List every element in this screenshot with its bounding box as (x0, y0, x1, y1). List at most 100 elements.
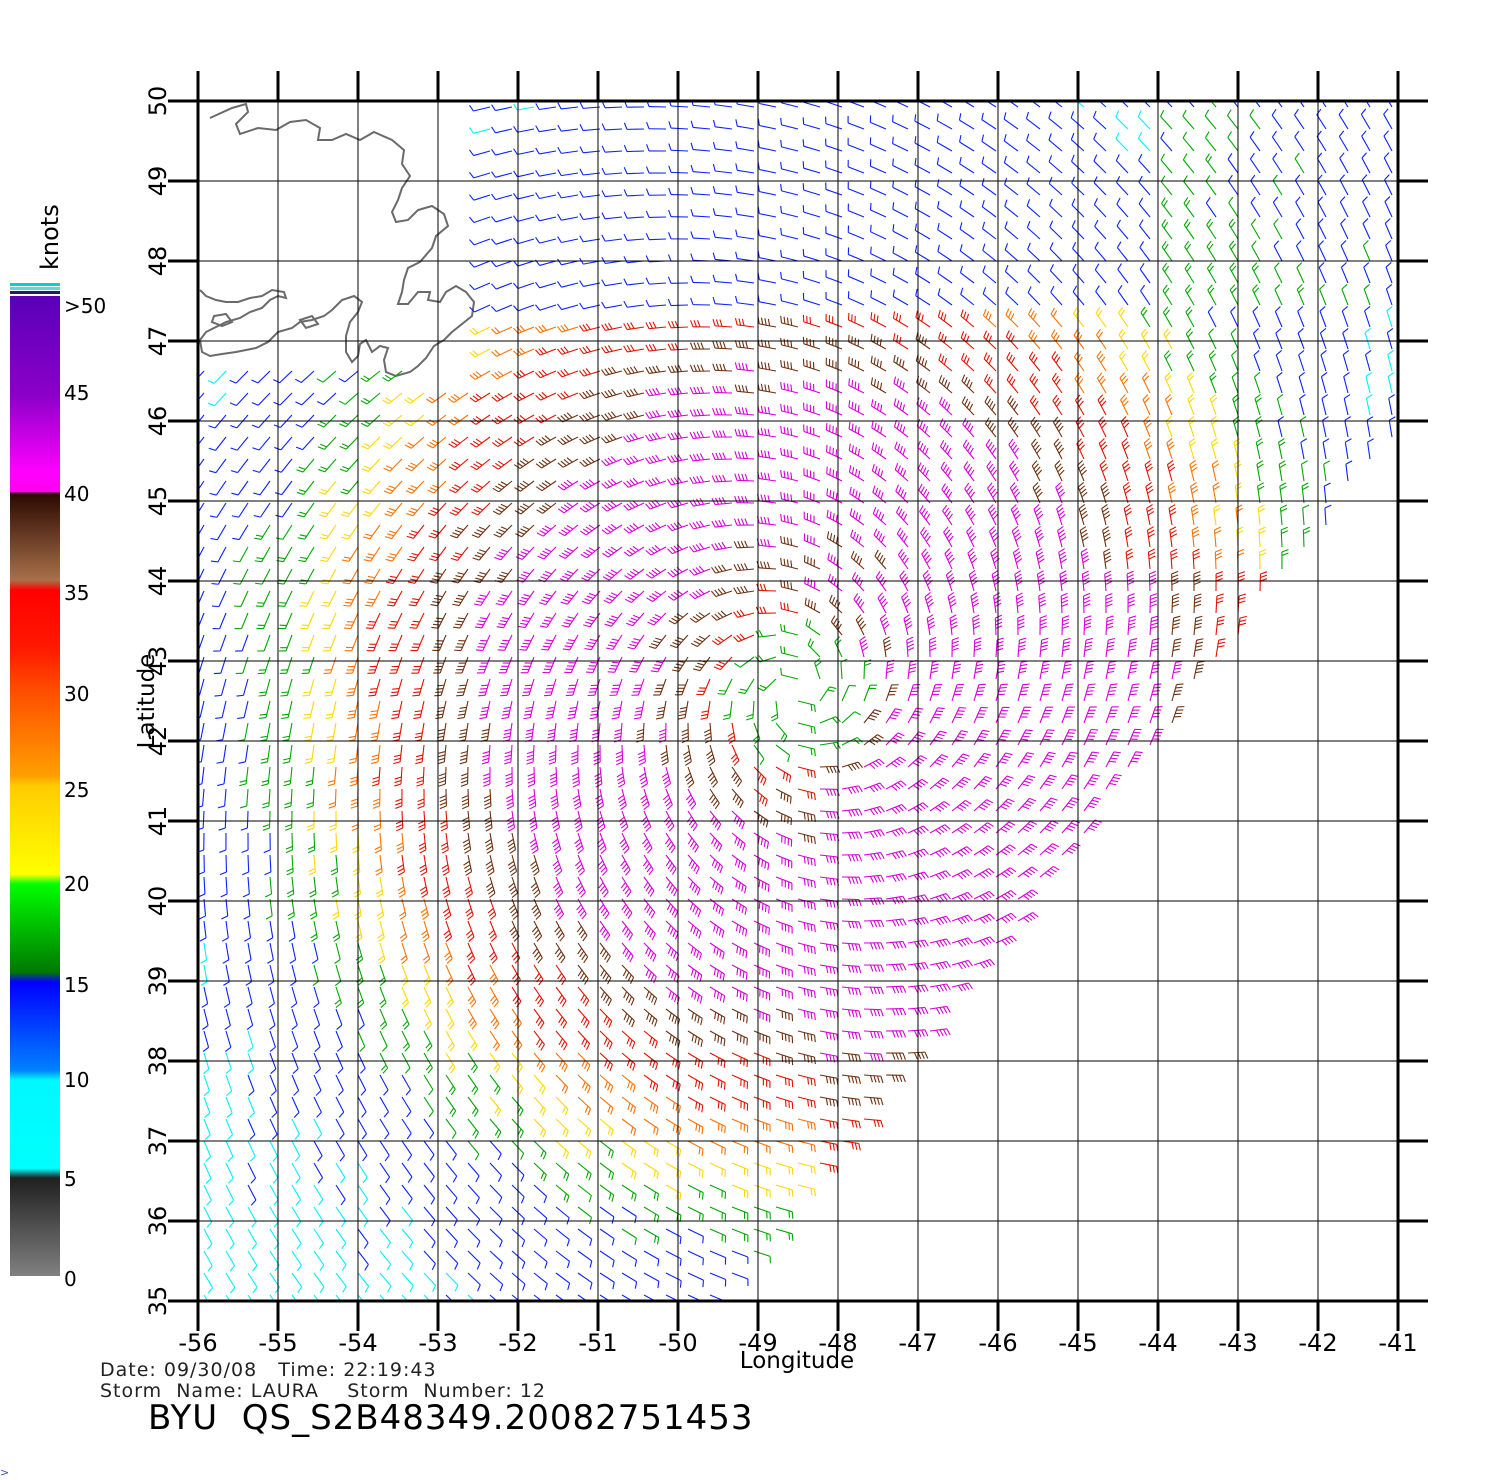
wind-barb-flag (927, 602, 934, 608)
wind-barb-flag (411, 552, 419, 556)
wind-barb-flag (929, 636, 937, 641)
wind-barb (352, 656, 359, 674)
wind-barb-flag (491, 442, 499, 447)
wind-barb-flag (539, 625, 548, 628)
wind-barb (893, 317, 909, 328)
wind-barb-flag (1036, 425, 1042, 432)
wind-barb-flag (943, 314, 947, 322)
wind-barb-flag (771, 717, 779, 722)
wind-barb (825, 320, 843, 328)
wind-barb-flag (582, 600, 589, 605)
wind-barb-flag (924, 382, 928, 390)
wind-barb-flag (721, 497, 727, 504)
wind-barb (699, 656, 711, 672)
wind-barb-flag (474, 626, 482, 629)
wind-barb (1149, 618, 1152, 636)
wind-barb-flag (698, 635, 706, 640)
wind-barb (763, 678, 777, 692)
wind-barb (239, 546, 249, 563)
wind-barb-flag (416, 783, 424, 787)
wind-barb (477, 502, 491, 516)
wind-barb-flag (678, 717, 686, 720)
wind-barb-flag (745, 385, 749, 393)
wind-barb-flag (688, 782, 695, 788)
wind-barb-flag (1171, 581, 1179, 586)
wind-barb (962, 445, 975, 460)
wind-barb (1385, 266, 1393, 284)
wind-barb (1171, 618, 1175, 636)
wind-barb (1026, 205, 1041, 218)
wind-barb (1166, 442, 1173, 460)
wind-barb-flag (413, 713, 422, 716)
wind-barb-flag (497, 370, 504, 377)
wind-barb-flag (1257, 504, 1265, 509)
wind-barb-flag (1040, 644, 1048, 648)
wind-barb-flag (1163, 243, 1169, 251)
wind-barb-flag (780, 249, 783, 257)
wind-barb-flag (609, 668, 617, 670)
wind-barb (1093, 182, 1107, 196)
wind-barb-flag (974, 637, 982, 641)
wind-barb-flag (558, 531, 565, 537)
wind-barb-flag (251, 379, 259, 384)
wind-barb (715, 524, 733, 528)
wind-barb-flag (1317, 196, 1324, 203)
wind-barb-flag (605, 647, 614, 650)
wind-barb-flag (1386, 284, 1393, 290)
colorbar-label: 5 (64, 1167, 77, 1191)
wind-barb (495, 260, 513, 268)
wind-barb-flag (410, 485, 418, 489)
wind-barb-flag (430, 604, 438, 607)
wind-barb (1164, 377, 1173, 394)
wind-barb (984, 380, 997, 394)
wind-barb-flag (723, 713, 731, 717)
wind-barb-flag (384, 536, 392, 540)
wind-barb (819, 741, 837, 746)
wind-barb (853, 598, 865, 614)
wind-barb-flag (1015, 535, 1022, 542)
wind-barb (715, 236, 733, 240)
wind-barb-flag (813, 771, 816, 779)
wind-barb (1273, 267, 1283, 284)
wind-barb-flag (921, 314, 924, 322)
wind-barb-flag (1318, 262, 1325, 268)
wind-barb-flag (623, 189, 628, 197)
wind-barb (510, 744, 513, 762)
wind-barb (222, 722, 227, 740)
wind-barb (525, 634, 535, 651)
wind-barb (670, 105, 689, 108)
wind-barb (463, 700, 469, 718)
wind-barb-flag (1281, 530, 1288, 535)
wind-barb-flag (1137, 132, 1143, 139)
wind-barb-flag (667, 456, 672, 463)
wind-barb-flag (883, 636, 890, 641)
wind-barb (1320, 376, 1327, 394)
wind-barb-flag (1191, 526, 1199, 531)
wind-barb-flag (515, 533, 522, 538)
wind-barb (436, 590, 447, 606)
wind-barb-flag (1280, 485, 1287, 491)
wind-barb-flag (560, 370, 566, 377)
wind-barb-flag (560, 347, 566, 354)
wind-barb-flag (693, 364, 698, 372)
wind-barb-flag (557, 303, 563, 310)
wind-barb (1317, 179, 1327, 196)
wind-barb-flag (460, 776, 468, 780)
wind-barb-flag (1208, 328, 1214, 335)
wind-barb-flag (1277, 416, 1285, 421)
wind-barb-flag (428, 535, 436, 539)
wind-barb-flag (370, 735, 378, 739)
wind-barb-flag (1139, 263, 1145, 270)
wind-barb-flag (1183, 218, 1189, 226)
wind-barb-flag (668, 232, 672, 240)
wind-barb-flag (959, 178, 962, 186)
wind-barb-flag (563, 458, 570, 465)
wind-barb-flag (368, 694, 376, 697)
wind-barb (518, 326, 535, 334)
wind-barb-flag (951, 644, 959, 648)
wind-barb-flag (1132, 683, 1140, 686)
wind-barb-flag (780, 161, 783, 169)
wind-barb-flag (1061, 599, 1069, 604)
wind-barb-flag (897, 548, 903, 556)
wind-barb (670, 304, 689, 307)
